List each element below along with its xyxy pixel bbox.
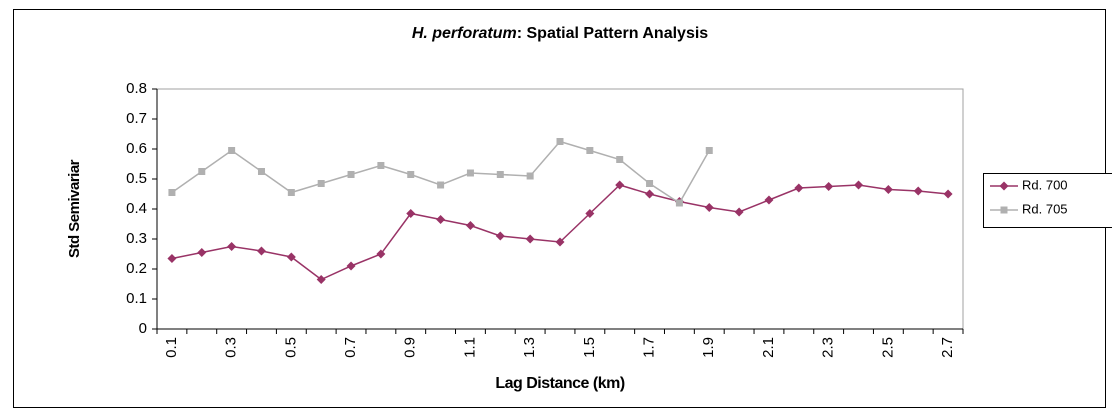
point — [228, 147, 236, 154]
point — [646, 180, 654, 187]
point — [256, 246, 266, 256]
point — [465, 221, 475, 230]
point — [1000, 206, 1008, 214]
point — [525, 234, 535, 244]
point — [883, 185, 893, 194]
x-tick-label: 2.3 — [820, 337, 837, 358]
point — [197, 248, 207, 257]
point — [705, 147, 713, 154]
point — [198, 168, 206, 175]
point — [675, 199, 683, 207]
point — [347, 171, 355, 178]
x-tick-label: 2.1 — [760, 337, 777, 358]
point — [704, 203, 714, 212]
point — [645, 189, 655, 199]
y-tick-label: 0.1 — [126, 290, 147, 307]
point — [227, 242, 237, 251]
point — [437, 181, 445, 189]
point — [317, 180, 325, 187]
point — [407, 171, 415, 178]
x-axis-label: Lag Distance (km) — [495, 375, 624, 392]
point — [794, 183, 804, 193]
y-tick-label: 0.2 — [126, 260, 147, 277]
point — [406, 209, 416, 218]
point — [495, 231, 505, 241]
point — [526, 172, 534, 180]
point — [346, 261, 356, 271]
point — [913, 186, 923, 196]
y-tick-label: 0.6 — [126, 140, 147, 157]
point — [168, 189, 176, 196]
y-tick-label: 0.3 — [126, 230, 147, 247]
y-tick-label: 0.7 — [126, 110, 147, 127]
point — [764, 195, 774, 205]
point — [436, 215, 446, 224]
x-tick-label: 0.5 — [282, 337, 299, 358]
point — [377, 162, 385, 169]
point — [586, 147, 594, 154]
legend-label: Rd. 705 — [1022, 201, 1068, 216]
point — [616, 156, 624, 163]
point — [734, 207, 744, 217]
point — [585, 209, 595, 218]
title-rest: : Spatial Pattern Analysis — [517, 25, 709, 42]
point — [555, 237, 565, 247]
x-tick-label: 0.3 — [223, 337, 240, 358]
point — [615, 180, 625, 190]
x-tick-label: 1.9 — [700, 337, 717, 358]
x-tick-label: 2.5 — [879, 337, 896, 358]
point — [167, 254, 177, 263]
point — [999, 181, 1009, 191]
point — [287, 189, 295, 196]
point — [257, 168, 265, 175]
x-tick-label: 0.9 — [402, 337, 419, 358]
point — [376, 249, 386, 259]
x-tick-label: 1.5 — [581, 337, 598, 358]
x-tick-label: 0.1 — [163, 337, 180, 358]
y-tick-label: 0.8 — [126, 80, 147, 97]
y-axis-label: Std Semivariar — [66, 159, 83, 258]
y-tick-label: 0.5 — [126, 170, 147, 187]
point — [496, 171, 504, 178]
x-tick-label: 1.7 — [641, 337, 658, 358]
point — [824, 182, 834, 191]
point — [286, 252, 296, 262]
chart-title: H. perforatum: Spatial Pattern Analysis — [412, 25, 708, 42]
x-tick-label: 2.7 — [939, 337, 956, 358]
y-tick-label: 0.4 — [126, 200, 147, 217]
point — [854, 180, 864, 190]
chart-border — [13, 9, 1106, 408]
point — [556, 138, 564, 145]
y-tick-label: 0 — [139, 320, 147, 337]
legend-label: Rd. 700 — [1022, 177, 1068, 192]
x-tick-label: 0.7 — [342, 337, 359, 358]
point — [466, 169, 474, 177]
point — [316, 275, 326, 284]
title-italic: H. perforatum — [412, 25, 517, 42]
x-tick-label: 1.1 — [461, 337, 478, 358]
point — [943, 189, 953, 199]
x-tick-label: 1.3 — [521, 337, 538, 358]
